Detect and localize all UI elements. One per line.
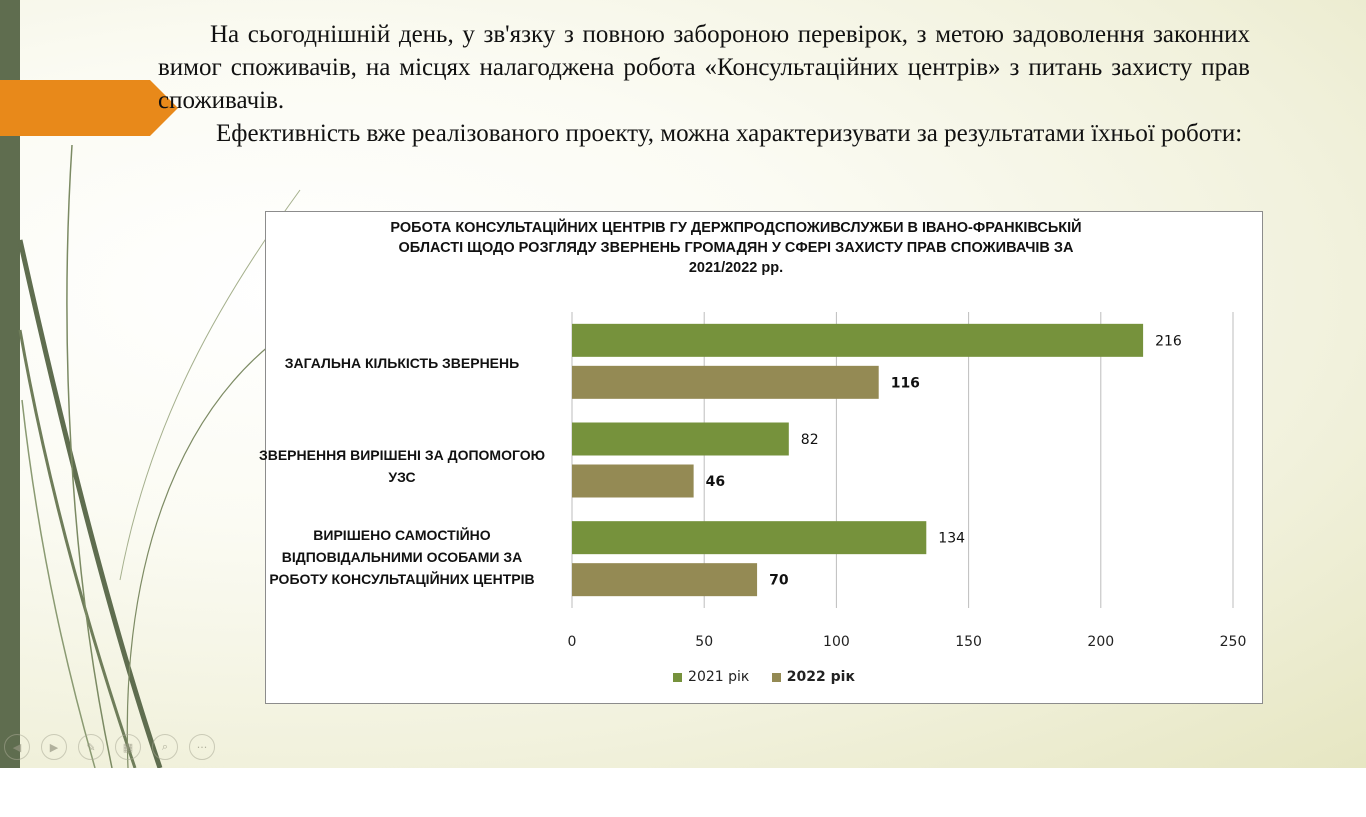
slides-icon: ▦ xyxy=(122,740,134,754)
x-tick-label: 250 xyxy=(1220,634,1247,650)
data-label: 70 xyxy=(769,573,789,589)
x-tick-label: 200 xyxy=(1087,634,1114,650)
orange-arrow-tag xyxy=(0,80,178,136)
bar xyxy=(572,464,694,498)
more-button[interactable]: ··· xyxy=(189,734,215,760)
data-label: 116 xyxy=(891,375,920,391)
data-label: 216 xyxy=(1155,333,1182,349)
x-tick-label: 150 xyxy=(955,634,982,650)
data-label: 82 xyxy=(801,432,819,448)
bar xyxy=(572,521,927,555)
pen-icon: ✎ xyxy=(86,740,96,754)
slides-button[interactable]: ▦ xyxy=(115,734,141,760)
legend-item-2021: 2021 рік xyxy=(673,669,749,685)
data-label: 134 xyxy=(938,531,965,547)
legend-swatch-2022 xyxy=(771,672,781,682)
bar xyxy=(572,422,789,456)
bar xyxy=(572,365,879,399)
sidebar-stripe xyxy=(0,0,20,768)
paragraph-1: На сьогоднішній день, у зв'язку з повною… xyxy=(158,21,1250,114)
decorative-stems xyxy=(17,144,301,768)
slideshow-controls: ◀ ▶ ✎ ▦ ⌕ ··· xyxy=(4,734,215,760)
previous-button[interactable]: ◀ xyxy=(4,734,30,760)
previous-icon: ◀ xyxy=(12,740,22,754)
x-tick-label: 50 xyxy=(695,634,713,650)
intro-text: На сьогоднішній день, у зв'язку з повною… xyxy=(158,18,1250,150)
legend-item-2022: 2022 рік xyxy=(771,669,855,685)
paragraph-2: Ефективність вже реалізованого проекту, … xyxy=(216,120,1243,147)
pen-button[interactable]: ✎ xyxy=(78,734,104,760)
data-label: 46 xyxy=(706,474,725,490)
bar xyxy=(572,323,1144,357)
bar xyxy=(572,563,758,597)
zoom-icon: ⌕ xyxy=(161,740,169,753)
chart-area: РОБОТА КОНСУЛЬТАЦІЙНИХ ЦЕНТРІВ ГУ ДЕРЖПР… xyxy=(259,211,1263,704)
legend-swatch-2021 xyxy=(673,672,683,682)
next-icon: ▶ xyxy=(49,740,59,754)
more-icon: ··· xyxy=(196,740,208,754)
chart-plot: 0 50 100 150 200 250 216 116 82 46 134 70 xyxy=(568,312,1247,650)
category-label-uzs: ЗВЕРНЕННЯ ВИРІШЕНІ ЗА ДОПОМОГОЮ УЗС xyxy=(258,447,546,485)
chart-title: РОБОТА КОНСУЛЬТАЦІЙНИХ ЦЕНТРІВ ГУ ДЕРЖПР… xyxy=(390,220,1082,276)
category-label-self-resolved: ВИРІШЕНО САМОСТІЙНО ВІДПОВІДАЛЬНИМИ ОСОБ… xyxy=(269,527,535,587)
chart-legend: 2021 рік 2022 рік xyxy=(266,669,1262,686)
legend-label-2022: 2022 рік xyxy=(786,669,855,685)
x-tick-label: 0 xyxy=(568,634,577,650)
next-button[interactable]: ▶ xyxy=(41,734,67,760)
x-tick-label: 100 xyxy=(823,634,850,650)
category-label-total: ЗАГАЛЬНА КІЛЬКІСТЬ ЗВЕРНЕНЬ xyxy=(284,355,520,371)
zoom-button[interactable]: ⌕ xyxy=(152,734,178,760)
slide: На сьогоднішній день, у зв'язку з повною… xyxy=(0,0,1366,768)
legend-label-2021: 2021 рік xyxy=(688,669,750,685)
